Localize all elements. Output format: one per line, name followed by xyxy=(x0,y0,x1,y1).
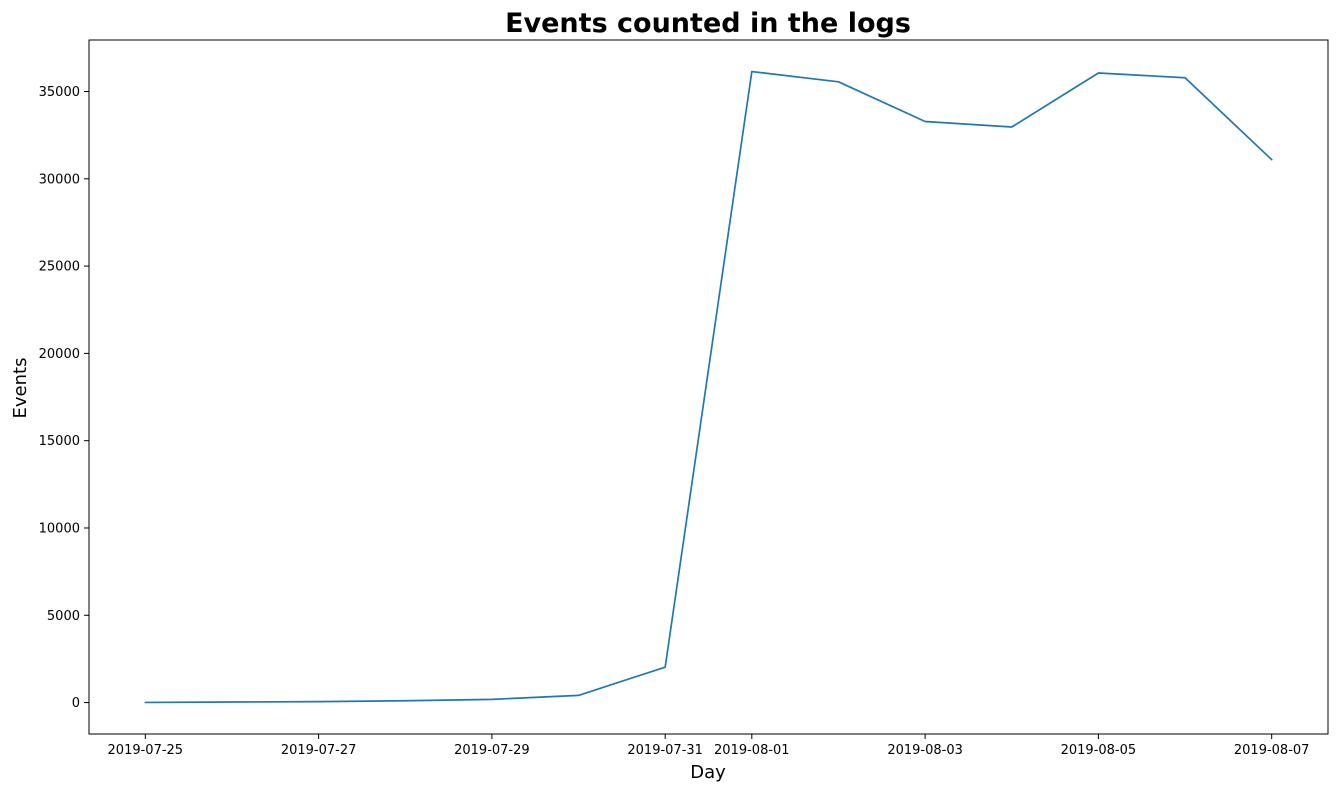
x-axis: 2019-07-25 2019-07-27 2019-07-29 2019-07-31… xyxy=(108,734,1310,758)
plot-frame xyxy=(88,39,1329,735)
plot-area: 0 5000 10000 15000 20000 25000 30000 35000 2019… xyxy=(39,39,1329,758)
x-tick-label: 2019-08-01 xyxy=(714,743,790,758)
chart-title: Events counted in the logs xyxy=(505,8,911,39)
x-tick-label: 2019-07-31 xyxy=(627,743,703,758)
x-tick-label: 2019-07-25 xyxy=(108,743,184,758)
y-tick-label: 0 xyxy=(72,696,80,711)
x-tick-label: 2019-08-05 xyxy=(1061,743,1137,758)
x-tick-label: 2019-07-27 xyxy=(281,743,357,758)
y-tick-label: 15000 xyxy=(39,434,80,449)
y-tick-label: 20000 xyxy=(39,347,80,362)
y-axis: 0 5000 10000 15000 20000 25000 30000 35000 xyxy=(39,85,89,711)
y-tick-label: 35000 xyxy=(39,85,80,100)
y-tick-label: 5000 xyxy=(47,609,80,624)
y-axis-label: Events xyxy=(10,358,31,419)
y-tick-label: 25000 xyxy=(39,260,80,275)
x-tick-label: 2019-08-07 xyxy=(1234,743,1310,758)
x-axis-label: Day xyxy=(690,762,726,783)
x-tick-label: 2019-08-03 xyxy=(887,743,963,758)
y-tick-label: 30000 xyxy=(39,172,80,187)
series-line xyxy=(144,70,1273,704)
y-tick-label: 10000 xyxy=(39,521,80,536)
series-group xyxy=(144,70,1273,704)
x-tick-label: 2019-07-29 xyxy=(454,743,530,758)
